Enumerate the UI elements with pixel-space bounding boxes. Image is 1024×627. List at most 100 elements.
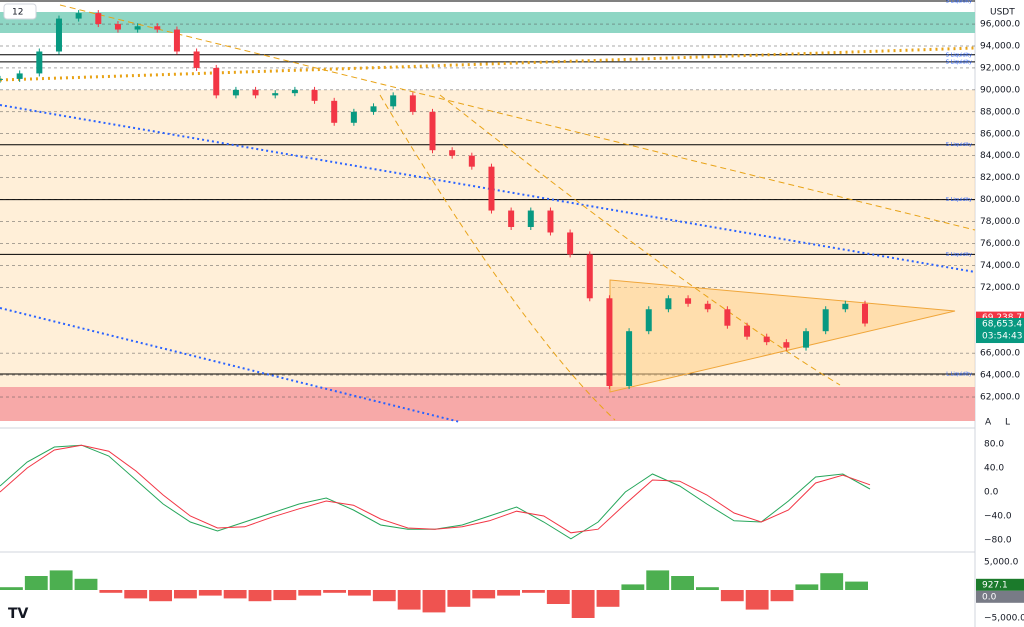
price-tick-label: 66,000.0 bbox=[980, 349, 1020, 359]
candle bbox=[527, 210, 534, 227]
zero-tag bbox=[976, 590, 1024, 603]
hist-bar bbox=[671, 576, 694, 590]
hist-bar bbox=[770, 590, 794, 602]
countdown: 03:54:43 bbox=[982, 332, 1022, 342]
trendline bbox=[379, 94, 616, 421]
candle bbox=[704, 303, 711, 310]
hist-bar bbox=[646, 570, 670, 590]
price-tick-label: 74,000.0 bbox=[980, 261, 1020, 271]
candle bbox=[252, 89, 259, 96]
hist-bar bbox=[298, 590, 322, 596]
candle bbox=[75, 13, 82, 19]
candle bbox=[16, 73, 23, 79]
liquidity-label: L Liquidity bbox=[946, 371, 972, 377]
price-tick-label: 92,000.0 bbox=[980, 63, 1020, 73]
candle bbox=[763, 336, 770, 343]
hist-bar bbox=[596, 590, 620, 607]
price-tick-label: 84,000.0 bbox=[980, 151, 1020, 161]
price-tick-label: 86,000.0 bbox=[980, 129, 1020, 139]
candle bbox=[567, 232, 574, 255]
liquidity-label: S Liquidity bbox=[946, 252, 972, 258]
log-button[interactable]: L bbox=[1005, 418, 1010, 428]
candle bbox=[390, 95, 397, 107]
candle bbox=[685, 298, 692, 304]
osc-tick-label: −40.0 bbox=[984, 512, 1012, 522]
price-tick-label: 94,000.0 bbox=[980, 42, 1020, 52]
candle bbox=[331, 100, 338, 123]
hist-bar bbox=[99, 590, 123, 593]
trendline bbox=[0, 307, 461, 423]
candle bbox=[822, 309, 829, 332]
price-tick-label: 96,000.0 bbox=[980, 20, 1020, 30]
logo: TV bbox=[8, 606, 29, 622]
hist-bar bbox=[720, 590, 744, 602]
hist-bar bbox=[397, 590, 421, 610]
hist-bar bbox=[621, 584, 645, 590]
hist-bar bbox=[24, 576, 48, 590]
interval-button[interactable] bbox=[3, 3, 37, 20]
hist-bar bbox=[198, 590, 222, 596]
candle bbox=[350, 111, 357, 123]
hist-bar bbox=[696, 587, 719, 590]
price-tick-label: 82,000.0 bbox=[980, 173, 1020, 183]
price-tag bbox=[976, 318, 1024, 344]
price-tick-label: 64,000.0 bbox=[980, 371, 1020, 381]
osc-line bbox=[0, 444, 871, 534]
candle bbox=[626, 331, 633, 387]
hist-bar bbox=[447, 590, 471, 607]
auto-button[interactable]: A bbox=[985, 418, 992, 428]
demand-zone bbox=[0, 387, 975, 421]
hist-bar bbox=[49, 570, 73, 590]
candle bbox=[803, 331, 810, 348]
osc-tick-label: 40.0 bbox=[984, 464, 1004, 474]
candle bbox=[862, 303, 868, 324]
osc-tick-label: −80.0 bbox=[984, 536, 1012, 546]
hist-bar bbox=[845, 581, 868, 590]
hist-bar bbox=[348, 590, 371, 596]
price-tag-label: 68,653.4 bbox=[982, 320, 1022, 330]
candle bbox=[272, 93, 279, 96]
hist-bar bbox=[372, 590, 396, 602]
candle bbox=[232, 89, 239, 96]
hist-tick-label: 5,000.0 bbox=[984, 558, 1019, 568]
trendline bbox=[59, 4, 976, 231]
candle bbox=[449, 150, 456, 156]
candle bbox=[783, 342, 790, 348]
price-tick-label: 76,000.0 bbox=[980, 239, 1020, 249]
osc-tick-label: 80.0 bbox=[984, 440, 1004, 450]
candle bbox=[665, 298, 672, 310]
liquidity-label: S Liquidity bbox=[946, 52, 972, 58]
candle bbox=[586, 254, 593, 299]
hist-bar bbox=[149, 590, 172, 602]
hist-tag-label: 927.1 bbox=[982, 580, 1008, 590]
hist-bar bbox=[323, 590, 346, 593]
candle bbox=[547, 210, 554, 233]
trendline bbox=[0, 46, 976, 82]
price-tick-label: 88,000.0 bbox=[980, 107, 1020, 117]
candle bbox=[95, 13, 102, 25]
hist-tag bbox=[976, 578, 1024, 591]
price-tick-label: 78,000.0 bbox=[980, 217, 1020, 227]
candle bbox=[724, 309, 731, 326]
interval-label: 12 bbox=[12, 8, 23, 18]
candle bbox=[311, 89, 318, 101]
hist-bar bbox=[820, 573, 844, 590]
hist-bar bbox=[174, 590, 197, 599]
hist-bar bbox=[422, 590, 446, 613]
hist-bar bbox=[522, 590, 545, 593]
candle bbox=[606, 298, 613, 387]
candle bbox=[55, 18, 62, 52]
candle bbox=[468, 155, 475, 167]
candle bbox=[645, 309, 652, 332]
hist-bar bbox=[472, 590, 496, 599]
price-tick-label: 62,000.0 bbox=[980, 393, 1020, 403]
price-tick-label: 90,000.0 bbox=[980, 85, 1020, 95]
hist-bar bbox=[273, 590, 297, 601]
liquidity-label: S Liquidity bbox=[946, 142, 972, 148]
hist-bar bbox=[546, 590, 570, 604]
liquidity-label: S Liquidity bbox=[946, 197, 972, 203]
candle bbox=[193, 51, 200, 68]
candle bbox=[114, 24, 121, 30]
zero-tag-label: 0.0 bbox=[982, 592, 997, 602]
